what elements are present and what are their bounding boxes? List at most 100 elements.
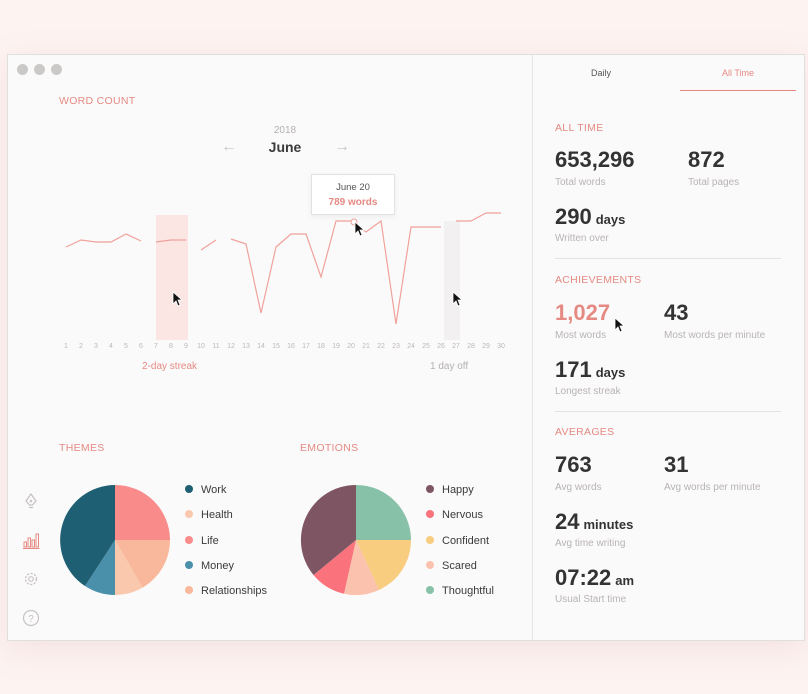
day-axis-label: 24 bbox=[407, 343, 415, 350]
written-over-value: 290 days bbox=[555, 204, 625, 230]
day-axis-label: 5 bbox=[124, 343, 128, 350]
mouse-cursor-icon bbox=[354, 221, 366, 237]
day-axis-label: 4 bbox=[109, 343, 113, 350]
word-count-heading: WORD COUNT bbox=[59, 95, 136, 107]
legend-swatch bbox=[426, 510, 434, 519]
legend-item: Thoughtful bbox=[426, 585, 494, 597]
word-count-line bbox=[200, 239, 217, 251]
day-tooltip: June 20 789 words bbox=[311, 174, 395, 215]
avg-words-caption: Avg words bbox=[555, 482, 602, 493]
legend-item: Work bbox=[185, 484, 226, 496]
legend-label: Nervous bbox=[442, 509, 483, 522]
day-axis-label: 3 bbox=[94, 343, 98, 350]
streak-highlight bbox=[156, 215, 188, 340]
legend-swatch bbox=[185, 586, 193, 595]
written-over-unit: days bbox=[595, 212, 626, 227]
written-over-caption: Written over bbox=[555, 233, 609, 244]
window-close-button[interactable] bbox=[17, 64, 28, 75]
day-axis-label: 9 bbox=[184, 343, 188, 350]
streak-label: 2-day streak bbox=[142, 361, 198, 372]
longest-streak-unit: days bbox=[595, 365, 626, 380]
legend-item: Happy bbox=[426, 484, 474, 496]
day-axis-label: 12 bbox=[227, 343, 235, 350]
tab-daily[interactable]: Daily bbox=[590, 68, 611, 78]
word-count-line bbox=[155, 239, 186, 243]
avg-time-number: 24 bbox=[555, 509, 580, 534]
start-time-caption: Usual Start time bbox=[555, 594, 627, 605]
word-count-line bbox=[65, 233, 142, 248]
bar-chart-icon[interactable] bbox=[22, 531, 40, 549]
day-axis-label: 8 bbox=[169, 343, 173, 350]
day-axis-label: 18 bbox=[317, 343, 325, 350]
prev-month-arrow-icon[interactable]: ← bbox=[221, 138, 237, 155]
legend-item: Confident bbox=[426, 535, 489, 547]
day-axis-label: 21 bbox=[362, 343, 370, 350]
pen-nib-icon[interactable] bbox=[22, 492, 40, 510]
svg-text:?: ? bbox=[28, 614, 34, 625]
legend-label: Scared bbox=[442, 559, 477, 572]
legend-swatch bbox=[185, 560, 193, 569]
day-axis-label: 7 bbox=[154, 343, 158, 350]
legend-swatch bbox=[185, 485, 193, 494]
avg-wpm-caption: Avg words per minute bbox=[664, 482, 761, 493]
year-label: 2018 bbox=[273, 125, 297, 136]
pie-slice-confident bbox=[356, 540, 411, 590]
legend-label: Work bbox=[201, 484, 227, 496]
word-count-line bbox=[230, 219, 441, 325]
pie-slice-thoughtful bbox=[356, 485, 411, 540]
day-axis-label: 14 bbox=[257, 343, 265, 350]
mouse-cursor-icon bbox=[172, 291, 184, 307]
legend-item: Health bbox=[185, 509, 233, 521]
emotions-pie-chart bbox=[300, 484, 411, 596]
themes-pie-chart bbox=[60, 485, 170, 595]
avg-time-caption: Avg time writing bbox=[555, 538, 626, 549]
day-axis-label: 1 bbox=[64, 343, 68, 350]
help-icon[interactable]: ? bbox=[22, 609, 40, 627]
legend-label: Thoughtful bbox=[442, 585, 494, 598]
achievements-heading: ACHIEVEMENTS bbox=[555, 274, 642, 286]
longest-streak-caption: Longest streak bbox=[555, 386, 621, 397]
total-pages-value: 872 bbox=[688, 147, 725, 172]
tooltip-date: June 20 bbox=[336, 182, 370, 193]
pie-slice-money bbox=[85, 540, 115, 595]
day-axis-label: 22 bbox=[377, 343, 385, 350]
legend-swatch bbox=[426, 485, 434, 494]
emotions-heading: EMOTIONS bbox=[300, 442, 359, 454]
most-wpm-caption: Most words per minute bbox=[664, 330, 766, 341]
pie-slice-work bbox=[60, 485, 115, 586]
window-maximize-button[interactable] bbox=[51, 64, 62, 75]
day-axis-label: 13 bbox=[242, 343, 250, 350]
legend-swatch bbox=[185, 510, 193, 519]
day-axis-label: 20 bbox=[347, 343, 355, 350]
day-axis-label: 10 bbox=[197, 343, 205, 350]
legend-swatch bbox=[426, 586, 434, 595]
legend-item: Nervous bbox=[426, 509, 483, 521]
day-axis-label: 6 bbox=[139, 343, 143, 350]
most-wpm-value: 43 bbox=[664, 300, 689, 325]
window-minimize-button[interactable] bbox=[34, 64, 45, 75]
legend-label: Happy bbox=[442, 484, 474, 496]
total-words-value: 653,296 bbox=[555, 147, 635, 172]
legend-swatch bbox=[426, 535, 434, 544]
gear-icon[interactable] bbox=[22, 570, 40, 588]
legend-label: Health bbox=[201, 509, 233, 522]
word-count-line bbox=[456, 212, 501, 222]
pie-slice-happy bbox=[300, 484, 356, 575]
averages-heading: AVERAGES bbox=[555, 426, 615, 438]
tab-all-time[interactable]: All Time bbox=[680, 55, 796, 91]
most-words-caption: Most words bbox=[555, 330, 607, 341]
section-divider bbox=[555, 258, 781, 259]
pie-slice-scared bbox=[344, 540, 379, 596]
legend-swatch bbox=[426, 560, 434, 569]
avg-words-value: 763 bbox=[555, 452, 592, 477]
pie-slice-nervous bbox=[313, 540, 356, 594]
next-month-arrow-icon[interactable]: → bbox=[334, 138, 350, 155]
start-time-number: 07:22 bbox=[555, 565, 612, 590]
legend-item: Money bbox=[185, 560, 234, 572]
legend-item: Life bbox=[185, 535, 219, 547]
day-axis-label: 15 bbox=[272, 343, 280, 350]
legend-swatch bbox=[185, 535, 193, 544]
pie-slice-life bbox=[115, 485, 170, 540]
pie-slice-relationships bbox=[115, 540, 170, 588]
day-axis-label: 23 bbox=[392, 343, 400, 350]
